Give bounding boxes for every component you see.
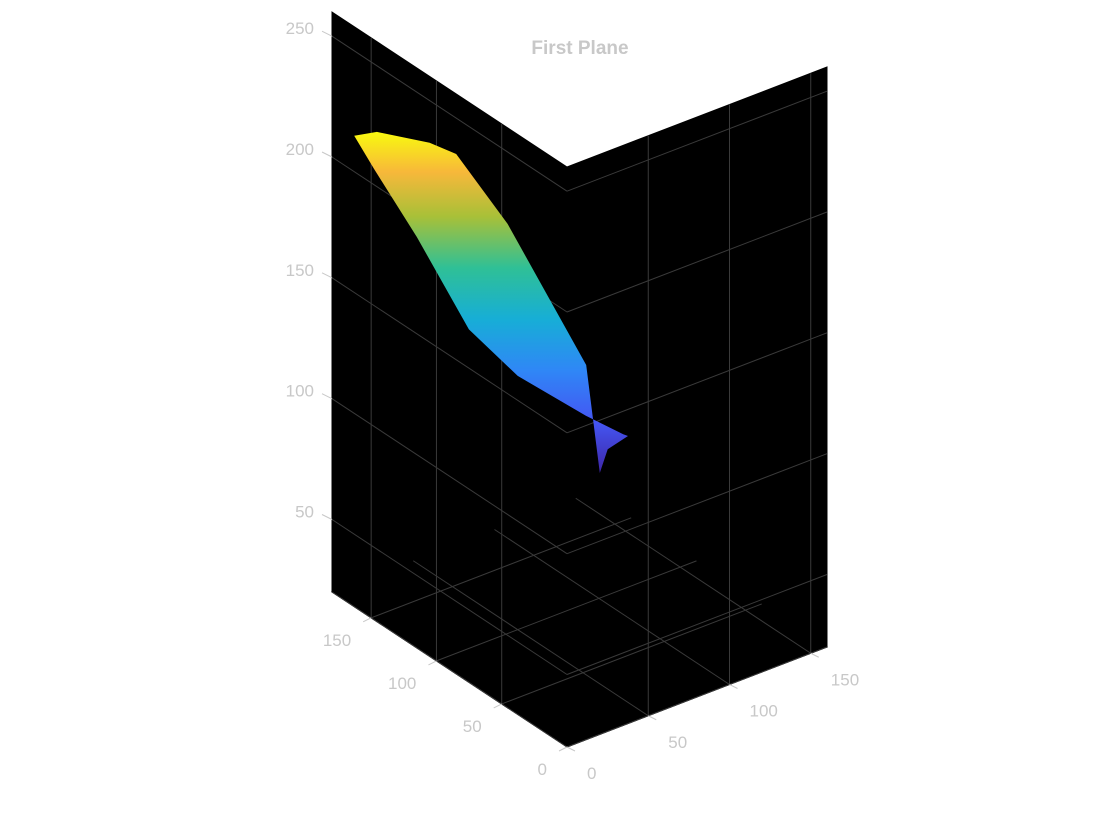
x-tick-label: 150 [831, 670, 859, 689]
grid-line [331, 398, 568, 555]
x-tick-label: 50 [668, 733, 687, 752]
tick-mark [558, 746, 568, 752]
tick-mark [428, 660, 437, 666]
grid-line [566, 646, 828, 748]
tick-mark [566, 746, 576, 752]
tick-mark [321, 514, 333, 520]
tick-mark [321, 393, 333, 400]
z-tick-label: 50 [295, 503, 314, 522]
y-tick-label: 0 [538, 760, 547, 779]
grid-line [331, 35, 568, 192]
grid-line [566, 211, 828, 313]
z-tick-label: 100 [286, 382, 314, 401]
grid-line [370, 517, 632, 619]
grid-line [566, 453, 828, 555]
z-axis-ticks: 50 100 150 200 250 [286, 19, 333, 522]
grid-line [331, 277, 568, 434]
z-tick-label: 200 [286, 140, 314, 159]
tick-mark [321, 151, 333, 158]
y-tick-label: 50 [463, 717, 482, 736]
tick-mark [362, 617, 372, 623]
x-tick-label: 100 [750, 702, 778, 721]
grid-line [566, 332, 828, 434]
x-tick-label: 0 [587, 764, 596, 783]
tick-mark [810, 652, 819, 658]
tick-mark [321, 272, 333, 279]
tick-mark [321, 30, 333, 37]
tick-mark [648, 715, 657, 721]
grid-line [566, 574, 828, 675]
z-tick-label: 250 [286, 19, 314, 38]
x-axis-ticks: 0 50 100 150 [566, 652, 859, 783]
grid-line [501, 603, 762, 705]
grid-line [566, 90, 828, 192]
z-tick-label: 150 [286, 261, 314, 280]
tick-mark [729, 684, 738, 689]
y-tick-label: 100 [388, 674, 416, 693]
y-axis-ticks: 0 50 100 150 [323, 617, 568, 779]
tick-mark [493, 703, 502, 709]
grid-line [331, 519, 568, 675]
surface [354, 131, 628, 473]
chart-title: First Plane [531, 38, 628, 59]
y-tick-label: 150 [323, 631, 351, 650]
grid-line [436, 560, 697, 662]
surface-group [354, 131, 628, 473]
